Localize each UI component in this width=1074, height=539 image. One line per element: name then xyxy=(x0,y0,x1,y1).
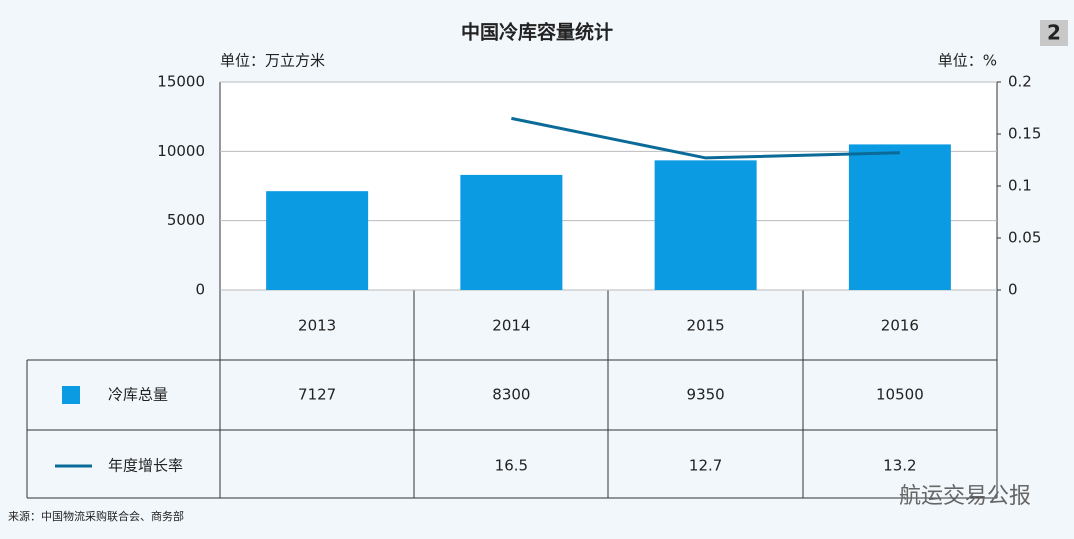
y-tick-label: 0 xyxy=(195,281,205,299)
bar xyxy=(848,144,951,290)
table-value: 9350 xyxy=(687,386,725,404)
badge: 2 xyxy=(1047,21,1061,45)
y2-tick-label: 0.15 xyxy=(1008,125,1041,143)
y-tick-label: 10000 xyxy=(157,142,205,160)
bar xyxy=(654,160,757,290)
legend-label: 冷库总量 xyxy=(108,386,168,404)
x-tick-label: 2015 xyxy=(687,317,725,335)
y-tick-label: 15000 xyxy=(157,73,205,91)
table-value: 7127 xyxy=(298,386,336,404)
x-tick-label: 2014 xyxy=(492,317,530,335)
watermark: 航运交易公报 xyxy=(899,484,1031,509)
table-value: 10500 xyxy=(876,386,924,404)
table-value: 16.5 xyxy=(495,457,528,475)
legend-swatch xyxy=(62,386,80,404)
line xyxy=(511,116,900,160)
badge-box xyxy=(1040,20,1068,46)
bar xyxy=(460,174,563,290)
y-unit: 单位：万立方米 xyxy=(220,52,325,70)
chart-title: 中国冷库容量统计 xyxy=(461,21,613,44)
source: 来源：中国物流采购联合会、商务部 xyxy=(8,509,184,523)
table-value: 12.7 xyxy=(689,457,722,475)
bar xyxy=(266,191,369,290)
table-value: 13.2 xyxy=(883,457,916,475)
y2-unit: 单位：% xyxy=(938,52,997,70)
y2-tick-label: 0.2 xyxy=(1008,73,1032,91)
table-value: 8300 xyxy=(492,386,530,404)
y-tick-label: 5000 xyxy=(167,211,205,229)
y2-tick-label: 0.05 xyxy=(1008,229,1041,247)
x-tick-label: 2016 xyxy=(881,317,919,335)
y2-tick-label: 0.1 xyxy=(1008,177,1032,195)
y2-tick-label: 0 xyxy=(1008,281,1018,299)
legend-label: 年度增长率 xyxy=(108,457,183,475)
x-tick-label: 2013 xyxy=(298,317,336,335)
